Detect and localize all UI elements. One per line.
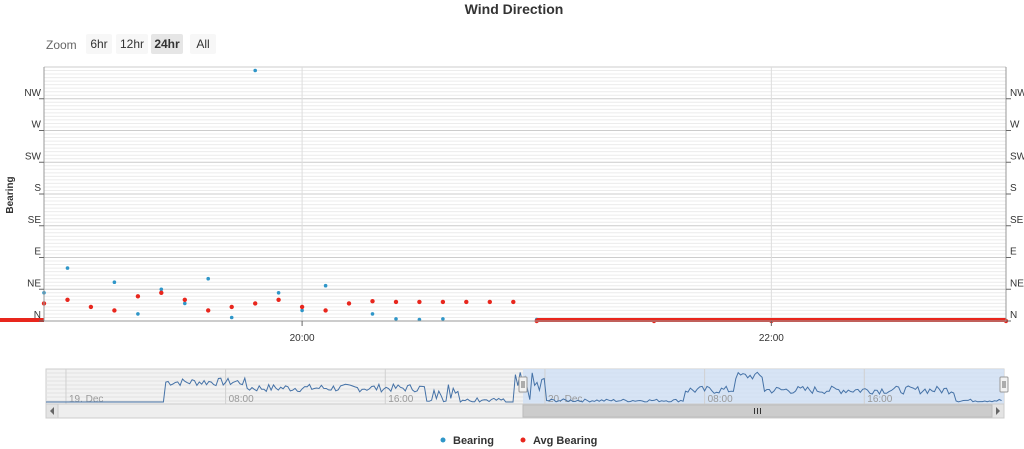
y-tick-label: N	[34, 310, 41, 321]
y-axis-right: N NE E SE S SW W NW	[1005, 67, 1024, 322]
data-point	[394, 317, 398, 321]
zoom-button-24hr[interactable]: 24hr	[151, 34, 183, 54]
navigator-tick-label: 16:00	[867, 394, 892, 405]
y-axis-title: Bearing	[5, 176, 16, 213]
navigator-tick-label: 08:00	[708, 394, 733, 405]
data-point	[464, 299, 469, 305]
y-tick-label-right: W	[1010, 120, 1020, 131]
zoom-button-all[interactable]: All	[190, 34, 216, 54]
data-point	[206, 276, 210, 281]
data-point	[65, 266, 70, 270]
data-point	[346, 301, 352, 306]
y-tick-label: W	[32, 120, 42, 131]
navigator-scrollbar[interactable]	[45, 403, 1005, 419]
zoom-button-label: 24hr	[154, 37, 180, 51]
data-point	[253, 301, 258, 306]
zoom-button-label: 12hr	[120, 37, 144, 51]
zoom-label: Zoom	[46, 38, 77, 52]
data-point	[370, 312, 375, 316]
y-tick-label-right: NE	[1010, 278, 1024, 289]
zoom-button-label: All	[196, 37, 209, 51]
data-point	[323, 308, 328, 313]
arrow-left-icon	[50, 407, 54, 415]
navigator[interactable]: 19. Dec 08:00 16:00 20. Dec 08:00 16:00	[45, 368, 1009, 419]
chart-title: Wind Direction	[465, 1, 564, 17]
plot-area	[0, 66, 1009, 324]
y-tick-label-right: N	[1010, 310, 1017, 321]
data-point	[112, 280, 117, 285]
y-tick-label-right: NW	[1010, 88, 1024, 99]
data-point	[159, 290, 164, 295]
data-point	[159, 287, 164, 292]
data-point	[112, 308, 117, 313]
data-point	[276, 297, 281, 302]
data-point	[511, 299, 516, 305]
legend-item-avg-bearing[interactable]: Avg Bearing	[520, 435, 598, 447]
legend-label: Avg Bearing	[533, 435, 597, 447]
zoom-button-12hr[interactable]: 12hr	[116, 34, 148, 54]
data-point	[417, 299, 422, 305]
x-tick-label: 20:00	[290, 333, 315, 344]
data-point	[135, 294, 141, 299]
grid-vertical	[301, 67, 772, 321]
legend-marker	[520, 437, 526, 443]
data-point	[299, 304, 305, 310]
legend-marker	[440, 437, 446, 443]
zoom-controls: Zoom 6hr 12hr 24hr All	[46, 34, 216, 54]
arrow-right-icon	[996, 407, 1000, 415]
y-tick-label-right: SW	[1010, 151, 1024, 162]
y-tick-label: NE	[27, 278, 41, 289]
data-point	[88, 304, 94, 310]
data-point	[440, 299, 446, 305]
navigator-tick-label: 19. Dec	[69, 394, 103, 405]
data-point	[393, 299, 399, 305]
navigator-handle-right[interactable]	[999, 376, 1009, 393]
y-tick-label: S	[34, 183, 41, 194]
series-bearing	[42, 68, 539, 322]
data-point	[370, 299, 375, 304]
y-tick-label: SE	[28, 215, 42, 226]
data-point	[65, 297, 70, 302]
data-point	[276, 291, 281, 295]
y-tick-label-right: E	[1010, 247, 1017, 258]
data-point	[206, 308, 211, 313]
data-point	[300, 308, 304, 313]
data-point	[229, 304, 234, 310]
zoom-button-6hr[interactable]: 6hr	[86, 34, 112, 54]
y-axis-left: N NE E SE S SW W NW	[24, 67, 45, 322]
navigator-tick-label: 08:00	[229, 394, 254, 405]
zoom-button-label: 6hr	[90, 37, 107, 51]
data-point	[487, 299, 492, 305]
data-point	[182, 297, 187, 302]
x-axis: 20 Dec02:0004:0006:0008:0010:0012:0014:0…	[44, 320, 1006, 344]
data-point	[136, 312, 140, 316]
data-point	[441, 317, 445, 321]
y-tick-label: SW	[25, 151, 42, 162]
data-point	[323, 283, 328, 288]
legend-item-bearing[interactable]: Bearing	[440, 435, 494, 447]
y-tick-label: NW	[24, 88, 41, 99]
y-tick-label: E	[34, 247, 41, 258]
series-avg-bearing	[0, 290, 1009, 324]
data-point	[229, 315, 234, 320]
grid-horizontal	[44, 66, 1006, 322]
y-tick-label-right: SE	[1010, 215, 1024, 226]
legend: Bearing Avg Bearing	[440, 435, 598, 447]
legend-label: Bearing	[453, 435, 494, 447]
navigator-tick-label: 16:00	[388, 394, 413, 405]
navigator-handle-left[interactable]	[518, 376, 528, 393]
data-point	[183, 301, 187, 306]
x-tick-label: 22:00	[759, 333, 784, 344]
y-tick-label-right: S	[1010, 183, 1017, 194]
data-point	[253, 68, 257, 73]
